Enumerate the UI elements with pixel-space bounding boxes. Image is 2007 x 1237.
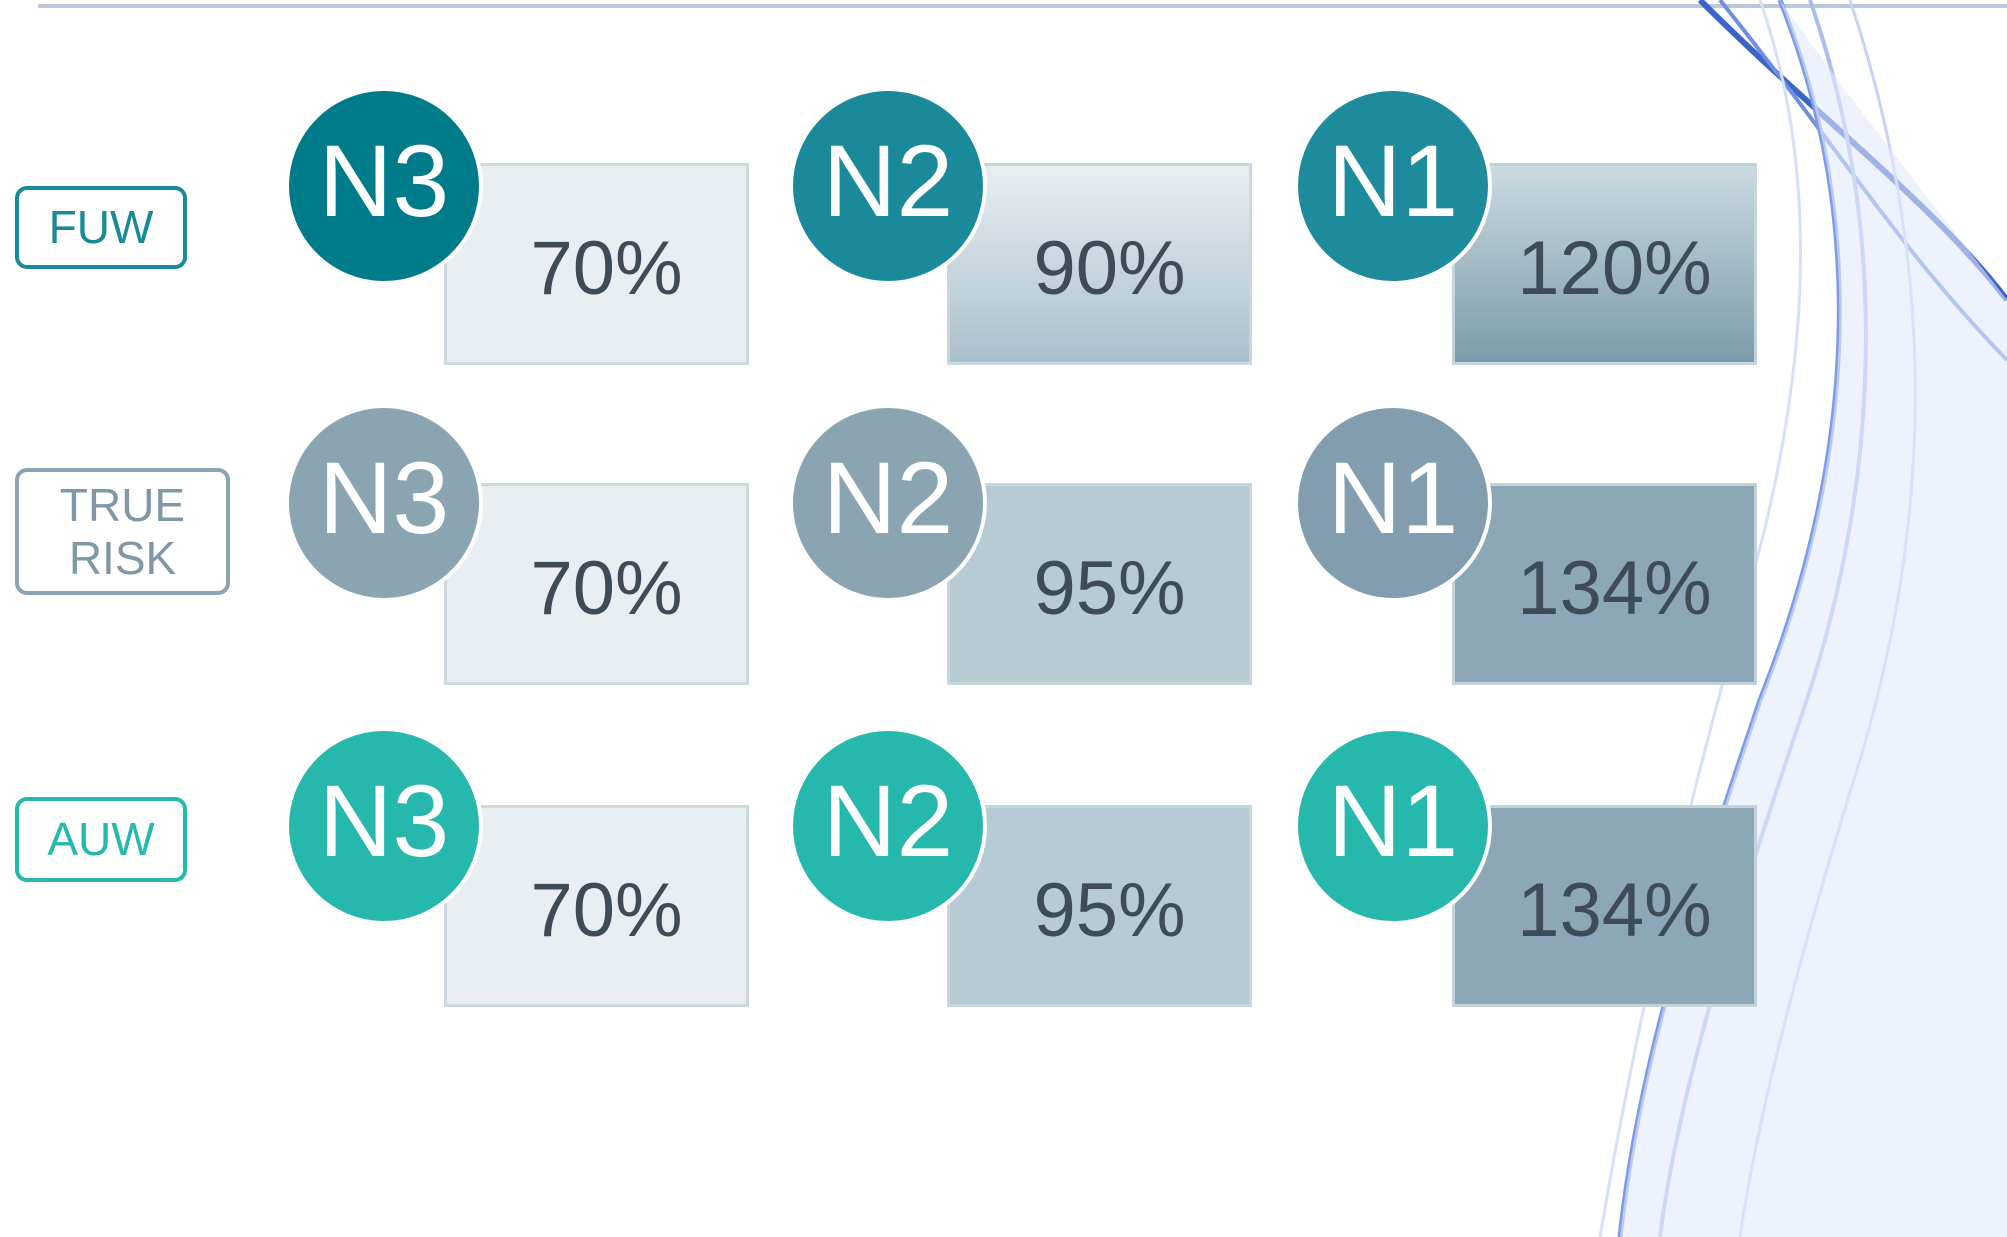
node-badge: N3 xyxy=(285,87,483,285)
node-badge: N2 xyxy=(789,727,987,925)
percentage-box: 70% xyxy=(444,163,749,365)
percentage-box: 90% xyxy=(947,163,1252,365)
percentage-box: 95% xyxy=(947,805,1252,1007)
node-badge: N2 xyxy=(789,87,987,285)
percentage-box: 70% xyxy=(444,805,749,1007)
node-badge: N1 xyxy=(1294,727,1492,925)
node-badge: N1 xyxy=(1294,404,1492,602)
percentage-box: 70% xyxy=(444,483,749,685)
row-label: AUW xyxy=(15,797,187,882)
node-badge: N3 xyxy=(285,727,483,925)
percentage-box: 134% xyxy=(1452,805,1757,1007)
percentage-box: 95% xyxy=(947,483,1252,685)
node-badge: N3 xyxy=(285,404,483,602)
node-badge: N1 xyxy=(1294,87,1492,285)
row-label: TRUE RISK xyxy=(15,468,230,595)
node-badge: N2 xyxy=(789,404,987,602)
slide: FUW70%N390%N2120%N1TRUE RISK70%N395%N213… xyxy=(0,0,2007,1237)
percentage-box: 134% xyxy=(1452,483,1757,685)
percentage-box: 120% xyxy=(1452,163,1757,365)
row-label: FUW xyxy=(15,186,187,269)
